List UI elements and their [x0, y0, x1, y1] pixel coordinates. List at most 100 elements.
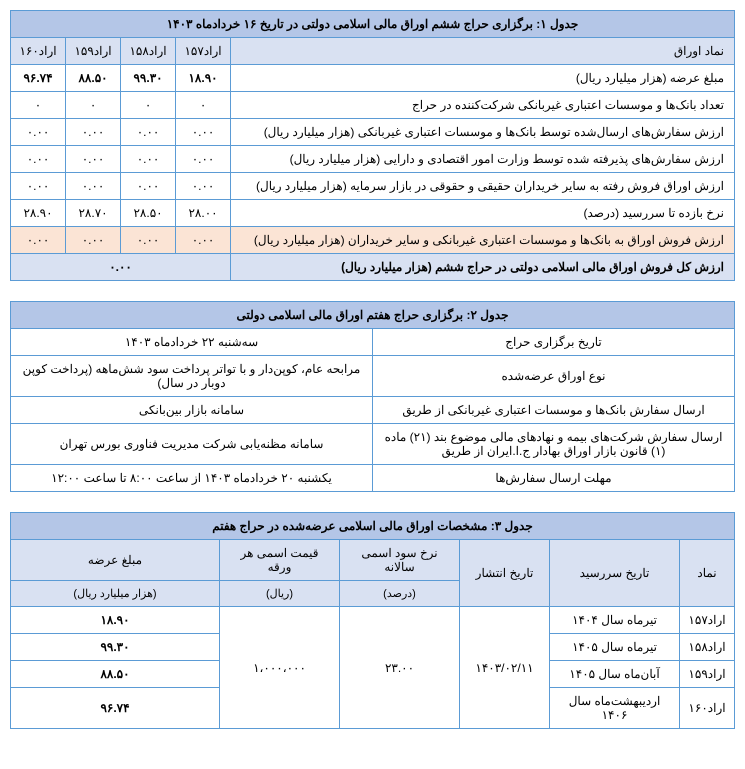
table-2-row: ارسال سفارش بانک‌ها و موسسات اعتباری غیر… — [11, 397, 735, 424]
table-1-sym-0: اراد۱۵۷ — [176, 38, 231, 65]
table-3-h-symbol: نماد — [680, 540, 735, 607]
table-1-symbol-header: نماد اوراق — [231, 38, 735, 65]
table-3-h-nom1: قیمت اسمی هر ورقه — [220, 540, 340, 581]
table-3-maturity: آبان‌ماه سال ۱۴۰۵ — [550, 661, 680, 688]
table-1-sym-2: اراد۱۵۹ — [66, 38, 121, 65]
table-1-cell: ۰ — [121, 92, 176, 119]
table-1-row: تعداد بانک‌ها و موسسات اعتباری غیربانکی … — [11, 92, 735, 119]
table-1-cell: ۰.۰۰ — [121, 173, 176, 200]
table-1-row-label: ارزش سفارش‌های پذیرفته شده توسط وزارت ام… — [231, 146, 735, 173]
table-2-title-row: جدول ۲: برگزاری حراج هفتم اوراق مالی اسل… — [11, 302, 735, 329]
table-1-row: نرخ بازده تا سررسید (درصد)۲۸.۰۰۲۸.۵۰۲۸.۷… — [11, 200, 735, 227]
table-2-value: سامانه بازار بین‌بانکی — [11, 397, 373, 424]
table-3-amount: ۱۸.۹۰ — [11, 607, 220, 634]
table-1-cell: ۰.۰۰ — [66, 119, 121, 146]
table-2-label: تاریخ برگزاری حراج — [373, 329, 735, 356]
table-1-hl-v1: ۰.۰۰ — [121, 227, 176, 254]
table-3-h-nom2: (ریال) — [220, 581, 340, 607]
table-2-label: ارسال سفارش بانک‌ها و موسسات اعتباری غیر… — [373, 397, 735, 424]
table-1-cell: ۰.۰۰ — [121, 119, 176, 146]
table-1-cell: ۰.۰۰ — [11, 146, 66, 173]
table-3-h-rate1: نرخ سود اسمی سالانه — [340, 540, 460, 581]
table-2-value: سامانه مظنه‌یابی شرکت مدیریت فناوری بورس… — [11, 424, 373, 465]
table-1-hl-v3: ۰.۰۰ — [11, 227, 66, 254]
table-3-header-row-1: نماد تاریخ سررسید تاریخ انتشار نرخ سود ا… — [11, 540, 735, 581]
table-1-cell: ۹۹.۳۰ — [121, 65, 176, 92]
table-2-title: جدول ۲: برگزاری حراج هفتم اوراق مالی اسل… — [11, 302, 735, 329]
table-1-highlight-row: ارزش فروش اوراق به بانک‌ها و موسسات اعتب… — [11, 227, 735, 254]
table-1-row-label: ارزش سفارش‌های ارسال‌شده توسط بانک‌ها و … — [231, 119, 735, 146]
table-1-cell: ۰ — [66, 92, 121, 119]
table-1-cell: ۰.۰۰ — [11, 173, 66, 200]
table-1-cell: ۲۸.۷۰ — [66, 200, 121, 227]
table-3-h-maturity: تاریخ سررسید — [550, 540, 680, 607]
table-1-cell: ۱۸.۹۰ — [176, 65, 231, 92]
table-1-title: جدول ۱: برگزاری حراج ششم اوراق مالی اسلا… — [11, 11, 735, 38]
table-1-wrap: جدول ۱: برگزاری حراج ششم اوراق مالی اسلا… — [10, 10, 735, 281]
table-1-row: ارزش اوراق فروش رفته به سایر خریداران حق… — [11, 173, 735, 200]
table-2-row: تاریخ برگزاری حراجسه‌شنبه ۲۲ خردادماه ۱۴… — [11, 329, 735, 356]
table-1-cell: ۰ — [176, 92, 231, 119]
table-3-symbol: اراد۱۵۷ — [680, 607, 735, 634]
table-3-amount: ۸۸.۵۰ — [11, 661, 220, 688]
table-1-total-value: ۰.۰۰ — [11, 254, 231, 281]
table-3-h-amt1: مبلغ عرضه — [11, 540, 220, 581]
table-1-row: ارزش سفارش‌های پذیرفته شده توسط وزارت ام… — [11, 146, 735, 173]
table-3-title-row: جدول ۳: مشخصات اوراق مالی اسلامی عرضه‌شد… — [11, 513, 735, 540]
table-1-cell: ۰.۰۰ — [66, 146, 121, 173]
table-1-header-row: نماد اوراق اراد۱۵۷ اراد۱۵۸ اراد۱۵۹ اراد۱… — [11, 38, 735, 65]
table-1-row: مبلغ عرضه (هزار میلیارد ریال)۱۸.۹۰۹۹.۳۰۸… — [11, 65, 735, 92]
table-3-wrap: جدول ۳: مشخصات اوراق مالی اسلامی عرضه‌شد… — [10, 512, 735, 729]
table-2: جدول ۲: برگزاری حراج هفتم اوراق مالی اسل… — [10, 301, 735, 492]
table-1-cell: ۲۸.۵۰ — [121, 200, 176, 227]
table-3-nominal: ۱،۰۰۰،۰۰۰ — [220, 607, 340, 729]
table-1-cell: ۸۸.۵۰ — [66, 65, 121, 92]
table-2-row: ارسال سفارش شرکت‌های بیمه و نهادهای مالی… — [11, 424, 735, 465]
table-3-title: جدول ۳: مشخصات اوراق مالی اسلامی عرضه‌شد… — [11, 513, 735, 540]
table-3-maturity: تیرماه سال ۱۴۰۴ — [550, 607, 680, 634]
table-2-value: مرابحه عام، کوپن‌دار و با تواتر پرداخت س… — [11, 356, 373, 397]
table-2-label: مهلت ارسال سفارش‌ها — [373, 465, 735, 492]
table-1-hl-v2: ۰.۰۰ — [66, 227, 121, 254]
table-1-cell: ۰.۰۰ — [176, 173, 231, 200]
table-1-row-label: نرخ بازده تا سررسید (درصد) — [231, 200, 735, 227]
table-2-wrap: جدول ۲: برگزاری حراج هفتم اوراق مالی اسل… — [10, 301, 735, 492]
table-1-sym-3: اراد۱۶۰ — [11, 38, 66, 65]
table-2-label: ارسال سفارش شرکت‌های بیمه و نهادهای مالی… — [373, 424, 735, 465]
table-2-row: نوع اوراق عرضه‌شدهمرابحه عام، کوپن‌دار و… — [11, 356, 735, 397]
table-3-h-amt2: (هزار میلیارد ریال) — [11, 581, 220, 607]
table-1-cell: ۰.۰۰ — [66, 173, 121, 200]
table-1-cell: ۰ — [11, 92, 66, 119]
table-3-maturity: تیرماه سال ۱۴۰۵ — [550, 634, 680, 661]
table-1-row-label: تعداد بانک‌ها و موسسات اعتباری غیربانکی … — [231, 92, 735, 119]
table-2-value: سه‌شنبه ۲۲ خردادماه ۱۴۰۳ — [11, 329, 373, 356]
table-2-label: نوع اوراق عرضه‌شده — [373, 356, 735, 397]
table-1-cell: ۲۸.۹۰ — [11, 200, 66, 227]
table-1-cell: ۹۶.۷۴ — [11, 65, 66, 92]
table-3-issue-date: ۱۴۰۳/۰۲/۱۱ — [460, 607, 550, 729]
table-1-highlight-label: ارزش فروش اوراق به بانک‌ها و موسسات اعتب… — [231, 227, 735, 254]
table-1-row-label: ارزش اوراق فروش رفته به سایر خریداران حق… — [231, 173, 735, 200]
table-1-total-label: ارزش کل فروش اوراق مالی اسلامی دولتی در … — [231, 254, 735, 281]
table-1: جدول ۱: برگزاری حراج ششم اوراق مالی اسلا… — [10, 10, 735, 281]
table-3-amount: ۹۶.۷۴ — [11, 688, 220, 729]
table-3-row: اراد۱۵۷تیرماه سال ۱۴۰۴۱۴۰۳/۰۲/۱۱۲۳.۰۰۱،۰… — [11, 607, 735, 634]
table-3-rate: ۲۳.۰۰ — [340, 607, 460, 729]
table-1-title-row: جدول ۱: برگزاری حراج ششم اوراق مالی اسلا… — [11, 11, 735, 38]
table-1-cell: ۲۸.۰۰ — [176, 200, 231, 227]
table-3-h-issue: تاریخ انتشار — [460, 540, 550, 607]
table-1-hl-v0: ۰.۰۰ — [176, 227, 231, 254]
table-1-row: ارزش سفارش‌های ارسال‌شده توسط بانک‌ها و … — [11, 119, 735, 146]
table-3: جدول ۳: مشخصات اوراق مالی اسلامی عرضه‌شد… — [10, 512, 735, 729]
table-2-value: یکشنبه ۲۰ خردادماه ۱۴۰۳ از ساعت ۸:۰۰ تا … — [11, 465, 373, 492]
table-1-cell: ۰.۰۰ — [11, 119, 66, 146]
table-1-cell: ۰.۰۰ — [121, 146, 176, 173]
table-3-amount: ۹۹.۳۰ — [11, 634, 220, 661]
table-3-h-rate2: (درصد) — [340, 581, 460, 607]
table-3-symbol: اراد۱۶۰ — [680, 688, 735, 729]
table-1-cell: ۰.۰۰ — [176, 146, 231, 173]
table-1-total-row: ارزش کل فروش اوراق مالی اسلامی دولتی در … — [11, 254, 735, 281]
table-3-maturity: اردیبهشت‌ماه سال ۱۴۰۶ — [550, 688, 680, 729]
table-1-row-label: مبلغ عرضه (هزار میلیارد ریال) — [231, 65, 735, 92]
table-2-row: مهلت ارسال سفارش‌هایکشنبه ۲۰ خردادماه ۱۴… — [11, 465, 735, 492]
